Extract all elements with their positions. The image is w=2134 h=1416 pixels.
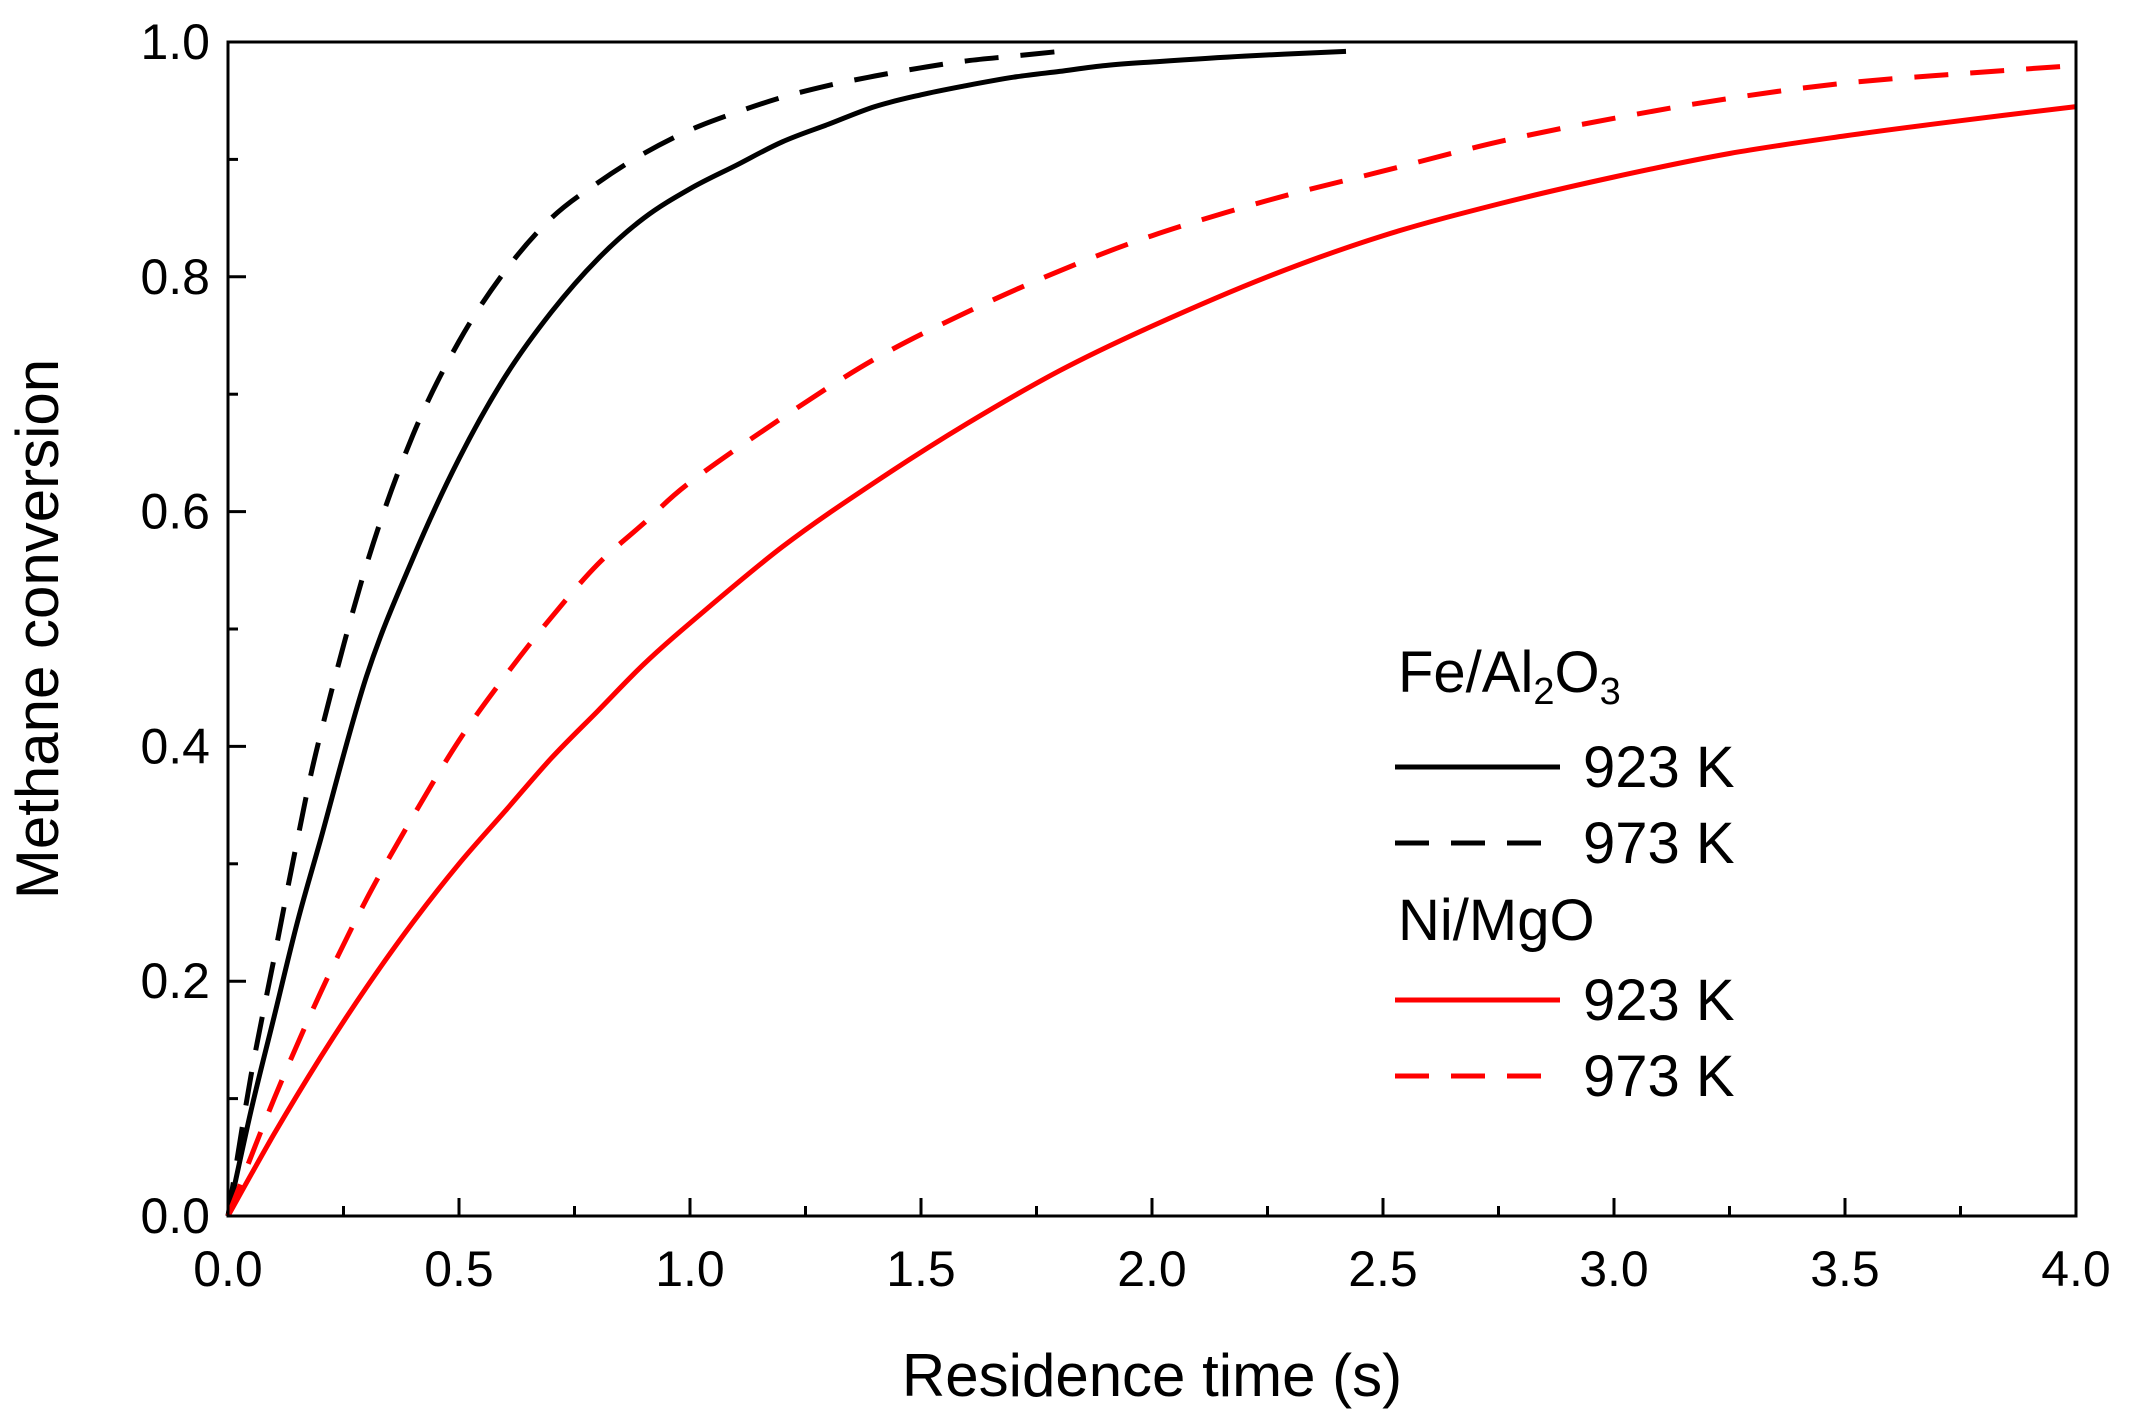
x-tick-label: 2.5 <box>1348 1241 1418 1297</box>
legend: Fe/Al2O3 923 K 973 K Ni/MgO 923 K 973 K <box>1395 640 1735 1109</box>
legend-label-fe-923k: 923 K <box>1583 735 1735 800</box>
y-tick-label: 0.8 <box>140 249 210 305</box>
legend-group-title-subscript: 3 <box>1600 671 1621 713</box>
legend-label-fe-973k: 973 K <box>1583 811 1735 876</box>
x-tick-label: 4.0 <box>2041 1241 2111 1297</box>
series-line-2 <box>225 48 1060 1217</box>
x-tick-label: 2.0 <box>1117 1241 1187 1297</box>
legend-label-ni-973k: 973 K <box>1583 1044 1735 1109</box>
x-tick-label: 3.5 <box>1810 1241 1880 1297</box>
x-tick-label: 1.5 <box>886 1241 956 1297</box>
series-line-1 <box>225 48 1347 1217</box>
legend-group-title-part: O <box>1555 640 1600 705</box>
y-tick-label: 1.0 <box>140 14 210 70</box>
series-layer <box>225 48 2077 1218</box>
legend-group-title-ni-mgo: Ni/MgO <box>1398 888 1595 953</box>
legend-label-ni-923k: 923 K <box>1583 968 1735 1033</box>
y-tick-label: 0.4 <box>140 718 210 774</box>
plot-frame <box>226 40 2078 1218</box>
x-tick-label: 1.0 <box>655 1241 725 1297</box>
ticks-layer: 0.0 0.5 1.0 1.5 2.0 2.5 3.0 3.5 4.0 0.0 0.2 0.4 0.6 0… <box>140 14 2110 1297</box>
legend-group-title-part: Fe/Al <box>1398 640 1533 705</box>
legend-group-title-subscript: 2 <box>1533 671 1554 713</box>
series-line-3 <box>225 104 2077 1218</box>
y-axis-title: Methane conversion <box>4 359 71 899</box>
series-line-4 <box>225 63 2077 1217</box>
y-tick-label: 0.0 <box>140 1188 210 1244</box>
x-tick-label: 3.0 <box>1579 1241 1649 1297</box>
x-tick-label: 0.0 <box>193 1241 263 1297</box>
y-tick-label: 0.6 <box>140 484 210 540</box>
legend-group-title-fe-al2o3: Fe/Al2O3 <box>1398 640 1621 713</box>
x-axis-title: Residence time (s) <box>902 1342 1402 1409</box>
y-tick-label: 0.2 <box>140 953 210 1009</box>
x-tick-label: 0.5 <box>424 1241 494 1297</box>
